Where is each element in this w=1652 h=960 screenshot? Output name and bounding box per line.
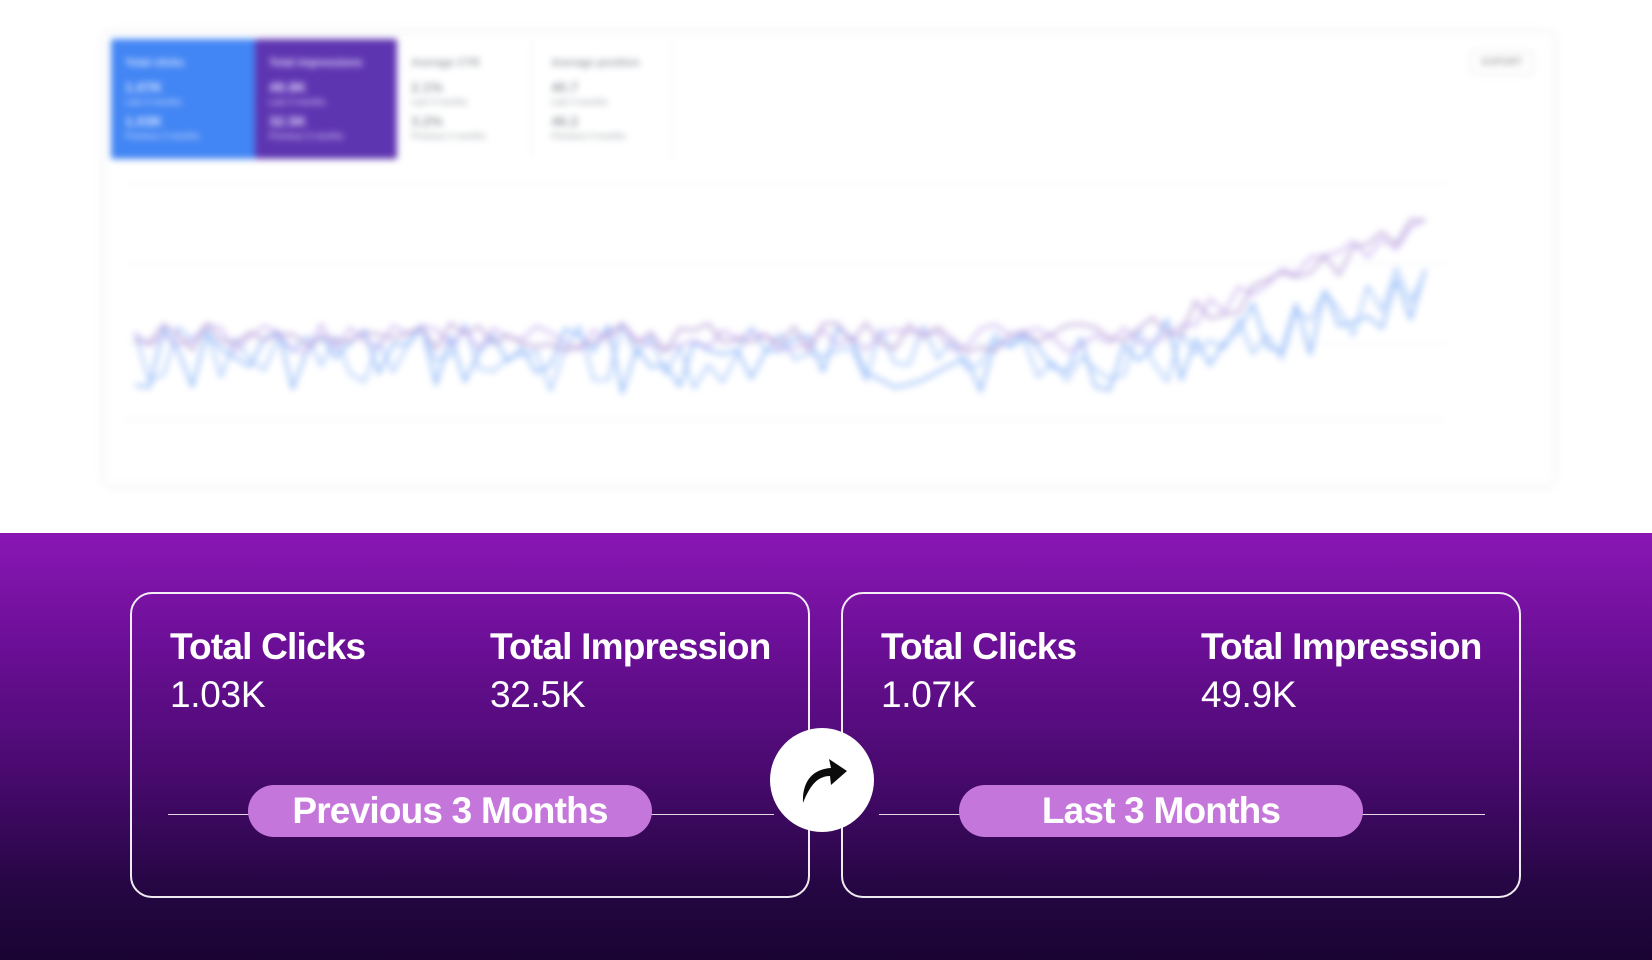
metric-card-value: 3.2% xyxy=(411,113,443,129)
period-badge-previous: Previous 3 Months xyxy=(248,785,652,837)
metric-card-sub: Previous 3 months xyxy=(411,131,486,141)
comparison-panel: Total Clicks 1.03K Total Impression 32.5… xyxy=(0,533,1652,960)
transition-arrow-badge xyxy=(770,728,874,832)
chart-series-line xyxy=(134,217,1426,354)
total-impression-label: Total Impression xyxy=(1201,626,1482,667)
previous-period-card: Total Clicks 1.03K Total Impression 32.5… xyxy=(130,592,810,898)
metric-card-sub: Previous 3 months xyxy=(269,131,344,141)
metric-card-value: 32.5K xyxy=(269,113,307,129)
metric-card-title: Average CTR xyxy=(411,57,480,69)
total-clicks-label: Total Clicks xyxy=(881,626,1077,667)
metric-card-sub: Last 3 months xyxy=(411,97,468,107)
chart-series xyxy=(133,217,1427,395)
total-impression-label: Total Impression xyxy=(490,626,771,667)
metric-card-title: Total impressions xyxy=(269,57,363,69)
metric-card-value: 40.7 xyxy=(551,79,579,95)
total-clicks-label: Total Clicks xyxy=(170,626,366,667)
metric-card-title: Total clicks xyxy=(125,57,185,69)
chart-series-line xyxy=(133,266,1427,393)
metric-card-sub: Previous 3 months xyxy=(125,131,200,141)
total-impression-value: 49.9K xyxy=(1201,674,1297,715)
metric-card-value: 1.03K xyxy=(125,113,163,129)
metric-card-sub: Last 3 months xyxy=(269,97,326,107)
chart-series-line xyxy=(134,218,1426,354)
dashboard-screenshot-area: Total clicks 1.07K Last 3 months 1.03K P… xyxy=(104,32,1554,486)
last-period-card: Total Clicks 1.07K Total Impression 49.9… xyxy=(841,592,1521,898)
period-badge-last: Last 3 Months xyxy=(959,785,1363,837)
chart-gridlines xyxy=(125,182,1445,420)
metric-card-value: 49.9K xyxy=(269,79,307,95)
metric-card-impressions[interactable]: Total impressions 49.9K Last 3 months 32… xyxy=(255,39,397,159)
total-impression-value: 32.5K xyxy=(490,674,586,715)
metric-card-title: Average position xyxy=(551,57,640,69)
total-clicks-value: 1.03K xyxy=(170,674,266,715)
performance-dashboard: Total clicks 1.07K Last 3 months 1.03K P… xyxy=(104,32,1554,486)
metric-card-value: 1.07K xyxy=(125,79,163,95)
metric-card-sub: Last 3 months xyxy=(551,97,608,107)
performance-line-chart xyxy=(125,182,1445,420)
curved-arrow-right-icon xyxy=(802,759,847,803)
total-clicks-value: 1.07K xyxy=(881,674,977,715)
metric-card-value: 2.1% xyxy=(411,79,443,95)
export-button[interactable]: EXPORT xyxy=(1471,51,1533,75)
metric-card-sub: Last 3 months xyxy=(125,97,182,107)
metric-card-ctr[interactable]: Average CTR 2.1% Last 3 months 3.2% Prev… xyxy=(397,39,532,159)
metric-card-position[interactable]: Average position 40.7 Last 3 months 46.2… xyxy=(537,39,672,159)
metric-card-value: 46.2 xyxy=(551,113,579,129)
metric-card-sub: Previous 3 months xyxy=(551,131,626,141)
metric-card-clicks[interactable]: Total clicks 1.07K Last 3 months 1.03K P… xyxy=(111,39,255,159)
